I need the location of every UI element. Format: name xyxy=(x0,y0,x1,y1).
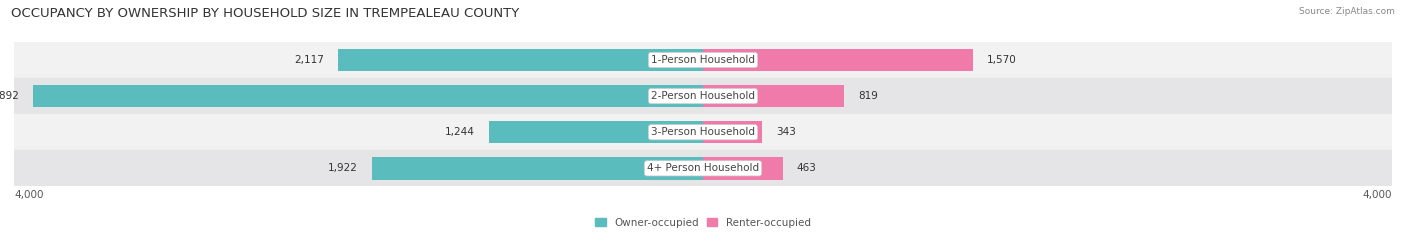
Bar xyxy=(14,78,1392,114)
Text: 1,922: 1,922 xyxy=(329,163,359,173)
Text: 3-Person Household: 3-Person Household xyxy=(651,127,755,137)
Bar xyxy=(703,49,973,71)
Text: 3,892: 3,892 xyxy=(0,91,18,101)
Text: OCCUPANCY BY OWNERSHIP BY HOUSEHOLD SIZE IN TREMPEALEAU COUNTY: OCCUPANCY BY OWNERSHIP BY HOUSEHOLD SIZE… xyxy=(11,7,519,20)
Bar xyxy=(703,85,844,107)
Bar xyxy=(14,150,1392,186)
Bar xyxy=(14,42,1392,78)
Bar xyxy=(14,114,1392,150)
Text: 2,117: 2,117 xyxy=(295,55,325,65)
Text: 463: 463 xyxy=(797,163,817,173)
Text: 1,570: 1,570 xyxy=(987,55,1017,65)
Text: 4,000: 4,000 xyxy=(14,190,44,200)
Text: 1-Person Household: 1-Person Household xyxy=(651,55,755,65)
Bar xyxy=(489,121,703,144)
Text: 4,000: 4,000 xyxy=(1362,190,1392,200)
Text: 4+ Person Household: 4+ Person Household xyxy=(647,163,759,173)
Text: 1,244: 1,244 xyxy=(446,127,475,137)
Text: 819: 819 xyxy=(858,91,877,101)
Text: 343: 343 xyxy=(776,127,796,137)
Bar xyxy=(373,157,703,180)
Text: 2-Person Household: 2-Person Household xyxy=(651,91,755,101)
Legend: Owner-occupied, Renter-occupied: Owner-occupied, Renter-occupied xyxy=(591,213,815,232)
Bar xyxy=(703,121,762,144)
Bar xyxy=(703,157,783,180)
Text: Source: ZipAtlas.com: Source: ZipAtlas.com xyxy=(1299,7,1395,16)
Bar xyxy=(32,85,703,107)
Bar xyxy=(339,49,703,71)
